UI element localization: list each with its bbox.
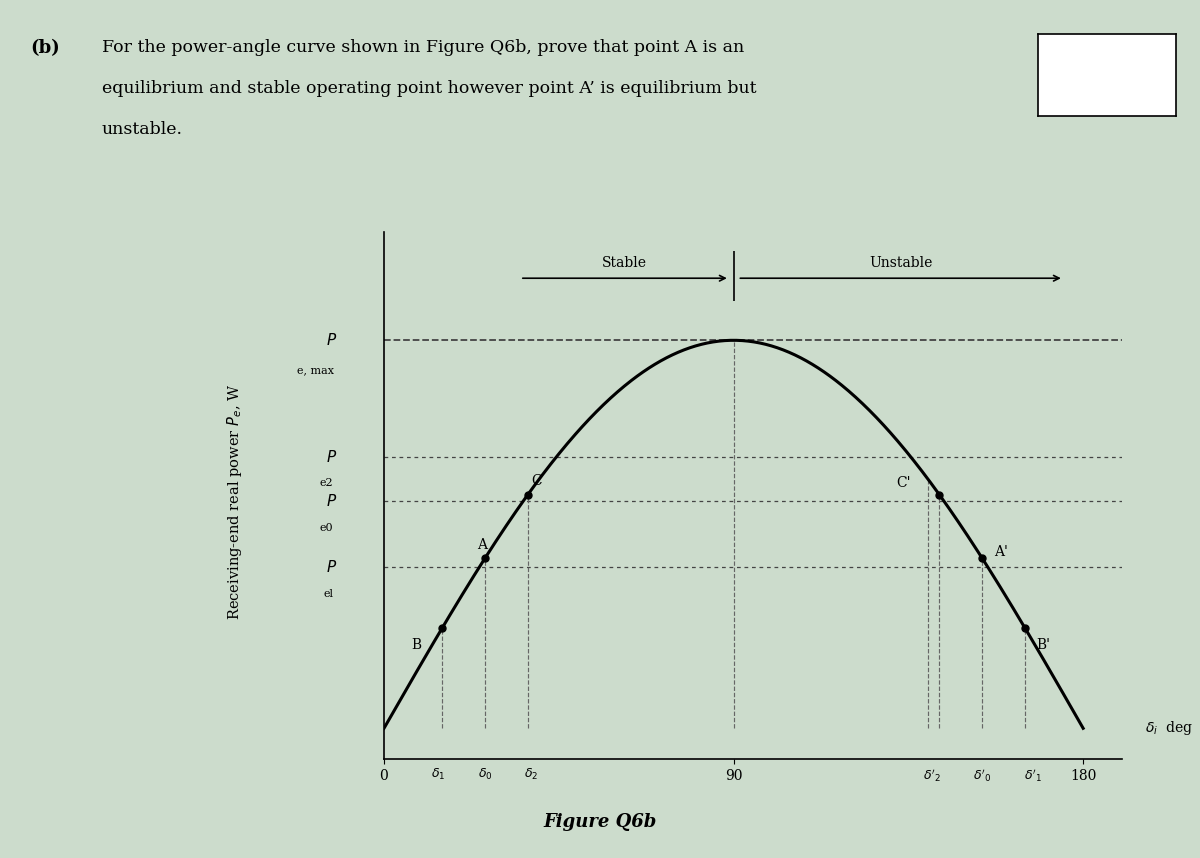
Text: e2: e2 <box>320 478 334 488</box>
Text: Figure Q6b: Figure Q6b <box>544 813 656 831</box>
Text: $\delta_i$  deg: $\delta_i$ deg <box>1145 719 1193 737</box>
Text: $\delta'_2$: $\delta'_2$ <box>923 767 941 783</box>
Text: $P$: $P$ <box>326 332 337 348</box>
Text: e, max: e, max <box>296 366 334 376</box>
Text: $\delta_0$: $\delta_0$ <box>478 767 492 782</box>
Text: $\delta'_0$: $\delta'_0$ <box>973 767 991 783</box>
Text: $\delta_2$: $\delta_2$ <box>524 767 539 782</box>
Text: B: B <box>412 638 421 652</box>
Text: For the power-angle curve shown in Figure Q6b, prove that point A is an: For the power-angle curve shown in Figur… <box>102 39 744 56</box>
Text: (b): (b) <box>30 39 60 57</box>
Text: Receiving-end real power $P_e$, W: Receiving-end real power $P_e$, W <box>224 384 244 620</box>
Text: C': C' <box>896 476 911 490</box>
Text: A': A' <box>994 546 1008 559</box>
Text: B': B' <box>1037 638 1050 652</box>
Text: C: C <box>532 474 542 488</box>
Text: $P$: $P$ <box>326 493 337 510</box>
Text: el: el <box>324 589 334 599</box>
Text: Unstable: Unstable <box>869 256 932 269</box>
Text: $P$: $P$ <box>326 449 337 465</box>
Text: e0: e0 <box>320 523 334 533</box>
Text: Stable: Stable <box>602 256 647 269</box>
Text: $\delta_1$: $\delta_1$ <box>431 767 445 782</box>
Text: unstable.: unstable. <box>102 121 182 138</box>
Text: $P$: $P$ <box>326 559 337 575</box>
Text: equilibrium and stable operating point however point A’ is equilibrium but: equilibrium and stable operating point h… <box>102 80 756 97</box>
Text: $\delta'_1$: $\delta'_1$ <box>1024 767 1042 783</box>
Text: A: A <box>478 537 487 552</box>
